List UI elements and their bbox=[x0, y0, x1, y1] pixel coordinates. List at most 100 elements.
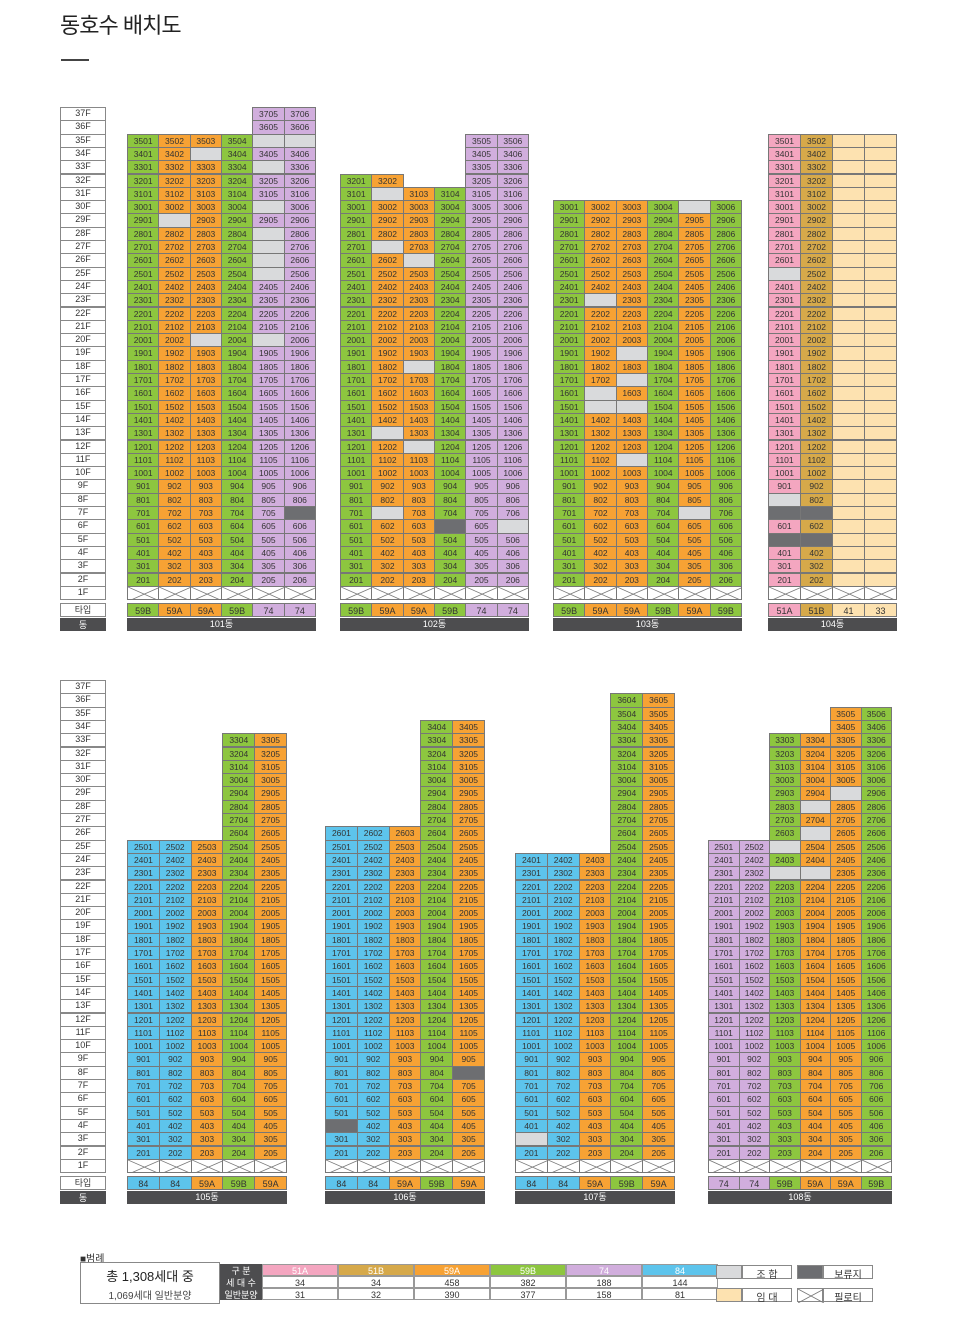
legend-type-header: 84 bbox=[642, 1264, 718, 1276]
unit-cell: 1503 bbox=[189, 399, 222, 414]
unit-cell: 2802 bbox=[800, 226, 833, 241]
unit-cell: 1501 bbox=[340, 399, 373, 414]
unit-cell: 1004 bbox=[221, 466, 254, 481]
unit-cell: 3106 bbox=[496, 186, 529, 202]
unit-cell: 2705 bbox=[830, 813, 862, 828]
unit-cell: 603 bbox=[190, 1092, 224, 1107]
unit-type-cell: 74 bbox=[738, 1176, 770, 1191]
unit-cell: 1205 bbox=[830, 1012, 862, 1027]
unit-cell: 3406 bbox=[860, 719, 892, 735]
floor-label: 34F bbox=[60, 719, 106, 735]
unit-cell: 703 bbox=[189, 506, 222, 521]
unit-cell: 2402 bbox=[158, 852, 192, 868]
unit-cell: 1401 bbox=[515, 985, 548, 1001]
unit-cell: 603 bbox=[769, 1092, 801, 1107]
unit-cell: 2004 bbox=[420, 906, 454, 921]
unit-cell: 2603 bbox=[769, 826, 801, 841]
floor-label: 3F bbox=[60, 1132, 106, 1147]
unit-cell: 904 bbox=[799, 1052, 831, 1067]
unit-cell: 2001 bbox=[553, 333, 586, 348]
unit-cell: 404 bbox=[610, 1118, 644, 1134]
unit-cell: 1906 bbox=[283, 346, 316, 361]
unit-cell: 303 bbox=[402, 559, 435, 574]
floor-label: 25F bbox=[60, 266, 106, 281]
unit-cell: 3005 bbox=[642, 773, 675, 788]
rental-unit-cell bbox=[864, 373, 897, 388]
unit-cell: 3003 bbox=[615, 200, 648, 215]
unit-cell: 1501 bbox=[325, 972, 358, 987]
unit-cell: 3105 bbox=[252, 186, 285, 202]
unit-cell: 503 bbox=[578, 1105, 612, 1120]
rental-unit-cell bbox=[832, 466, 865, 481]
unit-cell: 904 bbox=[610, 1052, 644, 1067]
unit-cell: 1903 bbox=[388, 919, 422, 934]
unit-cell: 2004 bbox=[434, 333, 467, 348]
piloti-cell bbox=[127, 585, 160, 601]
unit-cell: 801 bbox=[340, 492, 373, 507]
unit-cell: 1205 bbox=[252, 439, 285, 454]
unit-cell: 1106 bbox=[860, 1025, 892, 1041]
unit-cell: 1305 bbox=[254, 999, 287, 1014]
unit-cell: 2101 bbox=[553, 319, 586, 335]
unit-cell: 1902 bbox=[800, 346, 833, 361]
unit-cell: 205 bbox=[642, 1145, 675, 1160]
unit-cell: 2002 bbox=[546, 906, 580, 921]
unit-cell: 502 bbox=[738, 1105, 770, 1120]
unit-cell: 2101 bbox=[340, 319, 373, 335]
unit-cell: 3002 bbox=[158, 200, 191, 215]
unit-cell: 2104 bbox=[222, 892, 256, 908]
unit-cell: 3002 bbox=[584, 200, 617, 215]
unit-cell: 803 bbox=[615, 492, 648, 507]
unit-cell: 1304 bbox=[610, 999, 644, 1014]
piloti-icon bbox=[372, 586, 403, 600]
unit-cell: 2605 bbox=[678, 253, 711, 268]
unit-type-cell: 59A bbox=[402, 603, 435, 618]
unit-cell: 1104 bbox=[799, 1025, 831, 1041]
dong-row-label: 동 bbox=[60, 1191, 106, 1205]
floor-label: 7F bbox=[60, 506, 106, 521]
unit-cell: 904 bbox=[647, 479, 680, 494]
rental-unit-cell bbox=[864, 226, 897, 241]
unit-cell: 2002 bbox=[738, 906, 770, 921]
union-unit-cell bbox=[615, 452, 648, 468]
unit-cell: 2202 bbox=[546, 879, 580, 894]
unit-cell: 1703 bbox=[388, 946, 422, 961]
floor-label: 6F bbox=[60, 1092, 106, 1107]
unit-cell: 1201 bbox=[708, 1012, 740, 1027]
legend-key-box bbox=[742, 1288, 792, 1302]
unit-cell: 606 bbox=[283, 519, 316, 534]
unit-cell: 2803 bbox=[402, 226, 435, 241]
unit-cell: 402 bbox=[158, 545, 191, 561]
unit-cell: 2706 bbox=[496, 240, 529, 255]
unit-cell: 2605 bbox=[452, 826, 485, 841]
floor-label: 16F bbox=[60, 959, 106, 974]
unit-cell: 1403 bbox=[402, 412, 435, 428]
rental-unit-cell bbox=[864, 426, 897, 441]
unit-cell: 1004 bbox=[610, 1039, 644, 1054]
unit-cell: 804 bbox=[610, 1065, 644, 1080]
unit-cell: 1202 bbox=[371, 439, 404, 454]
unit-cell: 1902 bbox=[584, 346, 617, 361]
unit-cell: 2202 bbox=[356, 879, 390, 894]
unit-cell: 405 bbox=[465, 545, 498, 561]
rental-unit-cell bbox=[864, 399, 897, 414]
floor-label: 2F bbox=[60, 572, 106, 587]
unit-cell: 605 bbox=[465, 519, 498, 534]
unit-cell: 401 bbox=[127, 545, 160, 561]
unit-cell: 502 bbox=[546, 1105, 580, 1120]
unit-cell: 2103 bbox=[388, 892, 422, 908]
unit-cell: 2501 bbox=[340, 266, 373, 281]
unit-cell: 1905 bbox=[452, 919, 485, 934]
unit-cell: 206 bbox=[283, 572, 316, 587]
unit-cell: 1402 bbox=[356, 985, 390, 1001]
floor-label: 32F bbox=[60, 746, 106, 761]
unit-cell: 702 bbox=[546, 1079, 580, 1094]
unit-cell: 3204 bbox=[799, 746, 831, 761]
unit-cell: 201 bbox=[768, 572, 801, 587]
unit-cell: 2602 bbox=[158, 253, 191, 268]
unit-cell: 1506 bbox=[709, 399, 742, 414]
unit-cell: 1301 bbox=[325, 999, 358, 1014]
floor-label: 18F bbox=[60, 932, 106, 947]
unit-cell: 1702 bbox=[546, 946, 580, 961]
unit-cell: 2102 bbox=[158, 892, 192, 908]
